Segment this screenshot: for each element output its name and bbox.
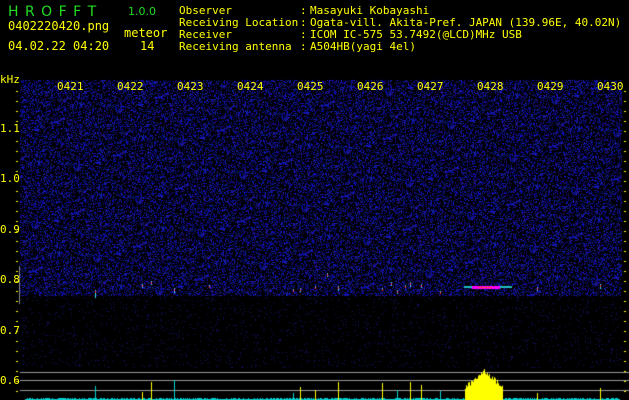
freq-tick: 1.0 <box>0 172 20 186</box>
meteor-count: 14 <box>140 39 155 53</box>
freq-tick: 0.6 <box>0 374 20 387</box>
time-tick: 0429 <box>537 80 564 93</box>
time-tick: 0421 <box>57 80 84 93</box>
time-tick: 0422 <box>117 80 144 93</box>
time-tick: 0428 <box>477 80 504 93</box>
app-logo: H R O F F T <box>8 4 98 20</box>
colon: : <box>300 40 307 53</box>
info-value: Masayuki Kobayashi <box>310 4 430 17</box>
time-tick: 0425 <box>297 80 324 93</box>
meteor-label: meteor <box>124 26 168 40</box>
freq-tick: 0.8 <box>0 273 20 287</box>
info-value: A504HB(yagi 4el) <box>310 40 416 53</box>
info-label: Receiver <box>179 28 232 41</box>
info-label: Observer <box>179 4 232 17</box>
info-value: Ogata-vill. Akita-Pref. JAPAN (139.96E, … <box>310 16 622 29</box>
info-value: ICOM IC-575 53.7492(@LCD)MHz USB <box>310 28 522 41</box>
freq-tick: 0.7 <box>0 323 20 337</box>
colon: : <box>300 28 307 41</box>
freq-tick: 0.9 <box>0 222 20 236</box>
app-version: 1.0.0 <box>128 5 156 18</box>
unit-label: kHz <box>0 73 20 86</box>
colon: : <box>300 16 307 29</box>
file-datetime: 04.02.22 04:20 <box>8 39 110 53</box>
time-tick: 0427 <box>417 80 444 93</box>
file-name: 0402220420.png <box>8 19 110 33</box>
time-tick: 0426 <box>357 80 384 93</box>
time-tick: 0423 <box>177 80 204 93</box>
time-tick: 0424 <box>237 80 264 93</box>
info-label: Receiving antenna <box>179 40 292 53</box>
info-label: Receiving Location <box>179 16 299 29</box>
freq-tick: 1.1 <box>0 122 20 135</box>
time-tick: 0430 <box>597 80 624 93</box>
colon: : <box>300 4 307 17</box>
